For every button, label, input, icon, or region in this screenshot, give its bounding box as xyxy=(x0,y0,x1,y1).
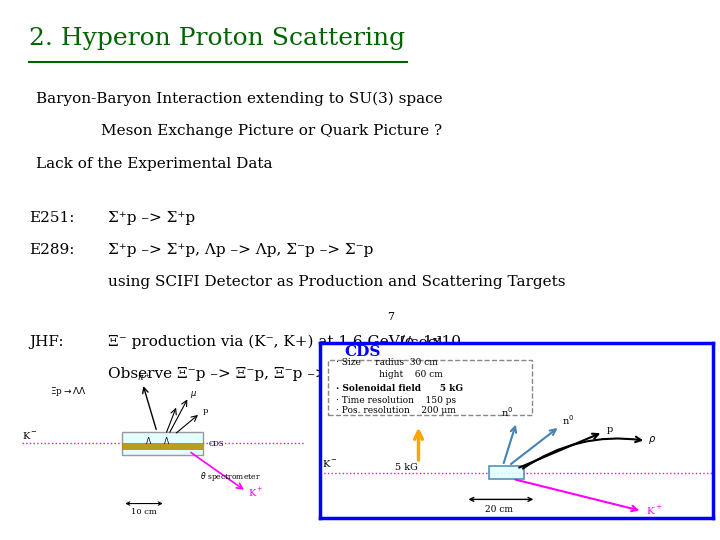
Text: K$^+$: K$^+$ xyxy=(248,485,264,499)
Text: K$^-$: K$^-$ xyxy=(323,458,338,469)
Text: $\pi^+$: $\pi^+$ xyxy=(137,371,150,383)
Text: · Size     radius  30 cm: · Size radius 30 cm xyxy=(336,358,438,367)
Text: $\Xi$p$\rightarrow\Lambda\Lambda$: $\Xi$p$\rightarrow\Lambda\Lambda$ xyxy=(50,385,87,398)
Text: using SCIFI Detector as Production and Scattering Targets: using SCIFI Detector as Production and S… xyxy=(108,275,565,289)
Text: n$^0$: n$^0$ xyxy=(501,406,513,420)
Text: hight    60 cm: hight 60 cm xyxy=(336,369,443,379)
Text: $\Lambda$: $\Lambda$ xyxy=(145,435,153,446)
Text: Σ⁺p –> Σ⁺p: Σ⁺p –> Σ⁺p xyxy=(108,211,195,225)
Text: 10 cm: 10 cm xyxy=(131,508,157,516)
Bar xyxy=(328,361,532,415)
Text: $\Lambda$: $\Lambda$ xyxy=(163,435,170,446)
Text: CDS: CDS xyxy=(344,345,380,359)
Text: [/sec]: [/sec] xyxy=(395,335,441,349)
Text: · Solenoidal field      5 kG: · Solenoidal field 5 kG xyxy=(336,384,463,393)
Text: n$^0$: n$^0$ xyxy=(562,413,574,427)
Text: Σ⁺p –> Σ⁺p, Λp –> Λp, Σ⁻p –> Σ⁻p: Σ⁺p –> Σ⁺p, Λp –> Λp, Σ⁻p –> Σ⁻p xyxy=(108,243,374,257)
Text: Baryon-Baryon Interaction extending to SU(3) space: Baryon-Baryon Interaction extending to S… xyxy=(36,92,443,106)
Text: Lack of the Experimental Data: Lack of the Experimental Data xyxy=(36,157,272,171)
Bar xyxy=(122,432,203,455)
Text: Observe Ξ⁻p –> Ξ⁻p, Ξ⁻p –> ΛΛ: Observe Ξ⁻p –> Ξ⁻p, Ξ⁻p –> ΛΛ xyxy=(108,367,354,381)
Text: p: p xyxy=(203,407,208,415)
Text: E251:: E251: xyxy=(29,211,74,225)
Text: p: p xyxy=(607,425,613,434)
Text: · Time resolution    150 ps: · Time resolution 150 ps xyxy=(336,396,456,405)
Text: $\mu$: $\mu$ xyxy=(190,389,197,400)
Text: JHF:: JHF: xyxy=(29,335,63,349)
Text: 7: 7 xyxy=(387,312,395,322)
Text: · Pos. resolution    200 μm: · Pos. resolution 200 μm xyxy=(336,406,456,415)
Text: K$^-$: K$^-$ xyxy=(22,430,37,441)
Bar xyxy=(489,465,524,479)
Text: 20 cm: 20 cm xyxy=(485,505,513,514)
Text: 5 kG: 5 kG xyxy=(395,463,418,472)
Text: Ξ⁻ production via (K⁻, K+) at 1.6 GeV/c  1x10: Ξ⁻ production via (K⁻, K+) at 1.6 GeV/c … xyxy=(108,335,461,349)
Text: $\rho$: $\rho$ xyxy=(648,434,656,447)
Bar xyxy=(122,443,203,450)
Text: 2. Hyperon Proton Scattering: 2. Hyperon Proton Scattering xyxy=(29,27,405,50)
Text: CDS: CDS xyxy=(209,440,225,448)
Text: E289:: E289: xyxy=(29,243,74,257)
Text: Meson Exchange Picture or Quark Picture ?: Meson Exchange Picture or Quark Picture … xyxy=(101,124,442,138)
Text: K$^+$: K$^+$ xyxy=(646,504,662,517)
Text: $\theta$ spectrometer: $\theta$ spectrometer xyxy=(200,470,261,483)
